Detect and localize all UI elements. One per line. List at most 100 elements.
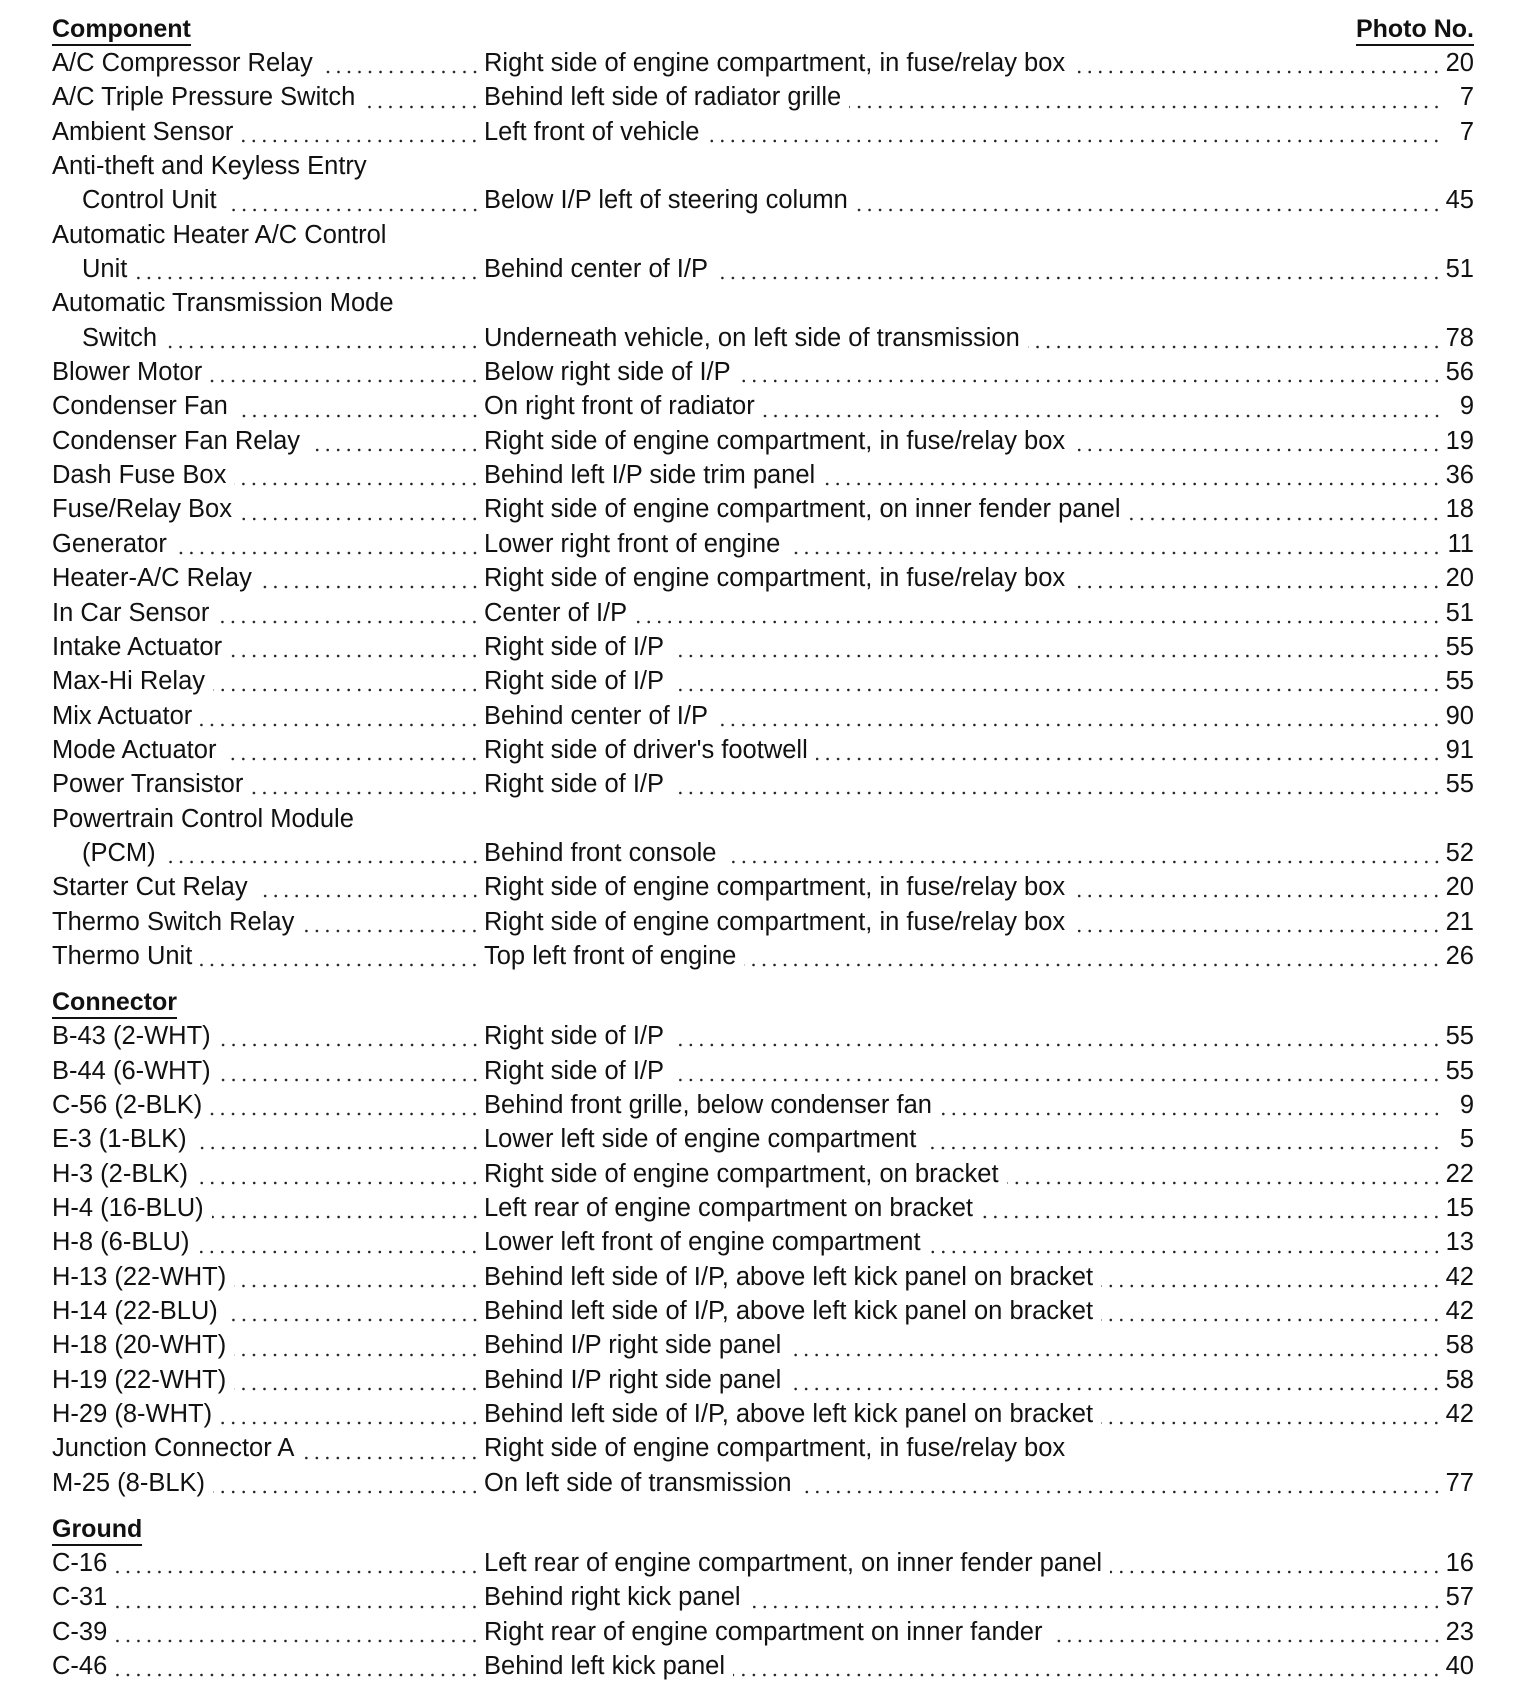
photo-number: 78 (1445, 323, 1474, 352)
dot-leader (981, 1215, 1442, 1220)
section-heading: Connector (52, 983, 1474, 1020)
location-text: Behind left I/P side trim panel (484, 461, 816, 490)
location-text: Left front of vehicle (484, 117, 700, 146)
component-name: Anti-theft and Keyless Entry (52, 152, 367, 181)
component-name: Ambient Sensor (52, 117, 234, 146)
photo-number: 16 (1445, 1549, 1474, 1578)
table-row: Switch Underneath vehicle, on left side o… (52, 321, 1474, 355)
dot-leader (928, 1249, 1442, 1254)
component-name: H-18 (20-WHT) (52, 1331, 227, 1360)
location-text: Right side of I/P (484, 770, 665, 799)
component-cell: M-25 (8-BLK) (52, 1466, 484, 1500)
table-row: C-31 Behind right kick panel 57 (52, 1580, 1474, 1614)
photo-number: 57 (1445, 1583, 1474, 1612)
component-name: H-8 (6-BLU) (52, 1228, 190, 1257)
dot-leader (924, 1146, 1442, 1151)
component-heading: Component (52, 14, 191, 46)
photo-number: 55 (1445, 770, 1474, 799)
table-row: Unit Behind center of I/P 51 (52, 252, 1474, 286)
component-name: H-29 (8-WHT) (52, 1400, 213, 1429)
component-cell: Condenser Fan (52, 389, 484, 423)
dot-leader (302, 928, 480, 933)
component-cell: H-18 (20-WHT) (52, 1328, 484, 1362)
dot-leader (823, 482, 1442, 487)
dot-leader (211, 1215, 480, 1220)
dot-leader (115, 1570, 480, 1575)
dot-leader (163, 860, 480, 865)
component-cell: Control Unit (52, 183, 484, 217)
dot-leader (732, 1673, 1442, 1678)
component-cell: H-13 (22-WHT) (52, 1260, 484, 1294)
component-cell: Max-Hi Relay (52, 664, 484, 698)
dot-leader (363, 104, 480, 109)
location-text: Behind front console (484, 838, 717, 867)
component-name: M-25 (8-BLK) (52, 1468, 206, 1497)
component-name: C-31 (52, 1583, 108, 1612)
dot-leader (788, 550, 1442, 555)
component-name: Mode Actuator (52, 735, 217, 764)
dot-leader (672, 791, 1442, 796)
photo-number: 56 (1445, 358, 1474, 387)
photo-number: 77 (1445, 1468, 1474, 1497)
dot-leader (789, 1386, 1442, 1391)
table-row: Intake Actuator Right side of I/P 55 (52, 630, 1474, 664)
table-row: Blower Motor Below right side of I/P 56 (52, 355, 1474, 389)
component-name: Switch (82, 323, 158, 352)
section-title: Ground (52, 1514, 143, 1547)
location-text: Right side of I/P (484, 667, 665, 696)
table-row: B-43 (2-WHT) Right side of I/P 55 (52, 1019, 1474, 1053)
component-name: H-4 (16-BLU) (52, 1194, 204, 1222)
dot-leader (200, 722, 480, 727)
component-cell: Mode Actuator (52, 733, 484, 767)
component-cell: Switch (52, 321, 484, 355)
location-text: Lower left side of engine compartment (484, 1125, 917, 1154)
location-text: Right side of engine compartment, on inn… (484, 495, 1121, 524)
table-row: H-3 (2-BLK) Right side of engine compartm… (52, 1157, 1474, 1191)
dot-leader (1110, 1570, 1442, 1575)
dot-leader (224, 757, 480, 762)
component-name: (PCM) (82, 838, 156, 867)
table-row: A/C Triple Pressure Switch Behind left si… (52, 80, 1474, 114)
photo-number: 19 (1445, 426, 1474, 455)
photo-number: 58 (1445, 1365, 1474, 1394)
component-name: C-46 (52, 1652, 108, 1681)
dot-leader (259, 585, 480, 590)
component-cell: B-43 (2-WHT) (52, 1019, 484, 1053)
component-cell: H-4 (16-BLU) (52, 1191, 484, 1225)
photo-number: 55 (1445, 1022, 1474, 1051)
dot-leader (230, 654, 480, 659)
dot-leader (115, 1638, 480, 1643)
location-text: Behind left side of I/P, above left kick… (484, 1297, 1094, 1326)
location-text: Right side of engine compartment, in fus… (484, 426, 1066, 455)
dot-leader (217, 619, 480, 624)
dot-leader (715, 276, 1442, 281)
table-row: Thermo Unit Top left front of engine 26 (52, 939, 1474, 973)
dot-leader (174, 550, 480, 555)
dot-leader (799, 1489, 1442, 1494)
dot-leader (1073, 447, 1442, 452)
component-name: Condenser Fan (52, 392, 228, 421)
dot-leader (724, 860, 1442, 865)
component-cell: Condenser Fan Relay (52, 424, 484, 458)
component-cell: C-16 (52, 1546, 484, 1580)
table-row: Heater-A/C Relay Right side of engine com… (52, 561, 1474, 595)
section-title: Connector (52, 987, 177, 1020)
dot-leader (308, 447, 480, 452)
location-text: Lower right front of engine (484, 529, 781, 558)
photo-number: 20 (1445, 873, 1474, 902)
dot-leader (1101, 1421, 1442, 1426)
dot-leader (115, 1604, 480, 1609)
dot-leader (218, 1043, 480, 1048)
dot-leader (218, 1077, 480, 1082)
photo-number: 51 (1445, 255, 1474, 284)
dot-leader (744, 963, 1442, 968)
table-row: Starter Cut Relay Right side of engine co… (52, 870, 1474, 904)
dot-leader (672, 1077, 1442, 1082)
location-text: Right side of engine compartment, on bra… (484, 1159, 999, 1188)
location-text: Behind left kick panel (484, 1652, 725, 1681)
dot-leader (251, 791, 480, 796)
photo-number: 91 (1445, 735, 1474, 764)
location-text: Right side of engine compartment, in fus… (484, 907, 1066, 936)
photo-number: 13 (1445, 1228, 1474, 1257)
table-row: Condenser Fan Relay Right side of engine … (52, 424, 1474, 458)
